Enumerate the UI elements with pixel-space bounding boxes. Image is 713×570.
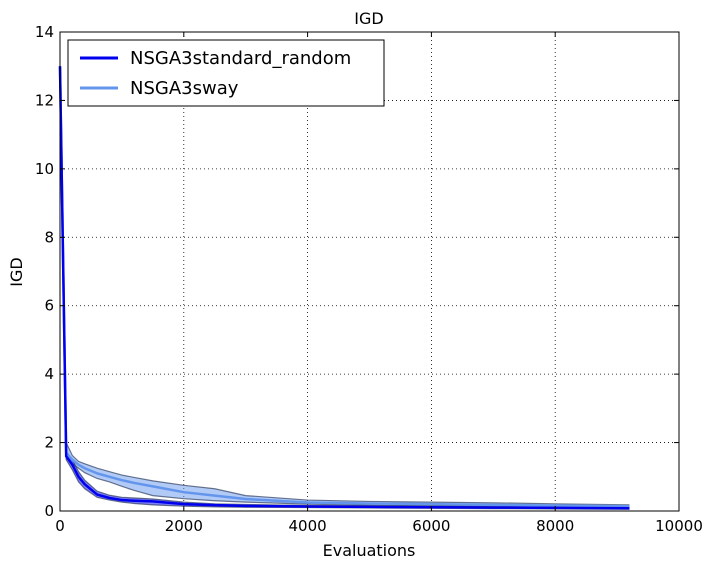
band-upper-edge-nsga3sway [59, 66, 630, 506]
y-tick-label: 8 [44, 228, 54, 246]
y-tick-label: 6 [44, 297, 54, 315]
y-axis-title: IGD [7, 257, 26, 286]
y-tick-label: 4 [44, 365, 54, 383]
x-tick-label: 10000 [655, 517, 703, 535]
axis-ticks: 0 2000 4000 6000 8000 10000 0 2 4 6 8 10 12 14 [35, 23, 703, 535]
series-line-nsga3sway [58, 66, 630, 508]
legend-label-nsga3standard-random: NSGA3standard_random [130, 48, 351, 69]
x-axis-title: Evaluations [323, 541, 416, 560]
x-tick-label: 0 [55, 517, 65, 535]
x-tick-label: 4000 [289, 517, 327, 535]
y-tick-label: 0 [44, 502, 54, 520]
legend: NSGA3standard_random NSGA3sway [67, 39, 385, 107]
x-tick-label: 6000 [412, 517, 450, 535]
legend-box [67, 39, 385, 107]
y-tick-label: 10 [35, 160, 54, 178]
chart-title: IGD [354, 9, 383, 28]
x-tick-label: 2000 [165, 517, 203, 535]
x-tick-label: 8000 [536, 517, 574, 535]
plot-frame [59, 31, 680, 512]
y-tick-label: 2 [44, 434, 54, 452]
legend-label-nsga3sway: NSGA3sway [130, 78, 239, 99]
y-tick-label: 12 [35, 91, 54, 109]
y-tick-label: 14 [35, 23, 54, 41]
